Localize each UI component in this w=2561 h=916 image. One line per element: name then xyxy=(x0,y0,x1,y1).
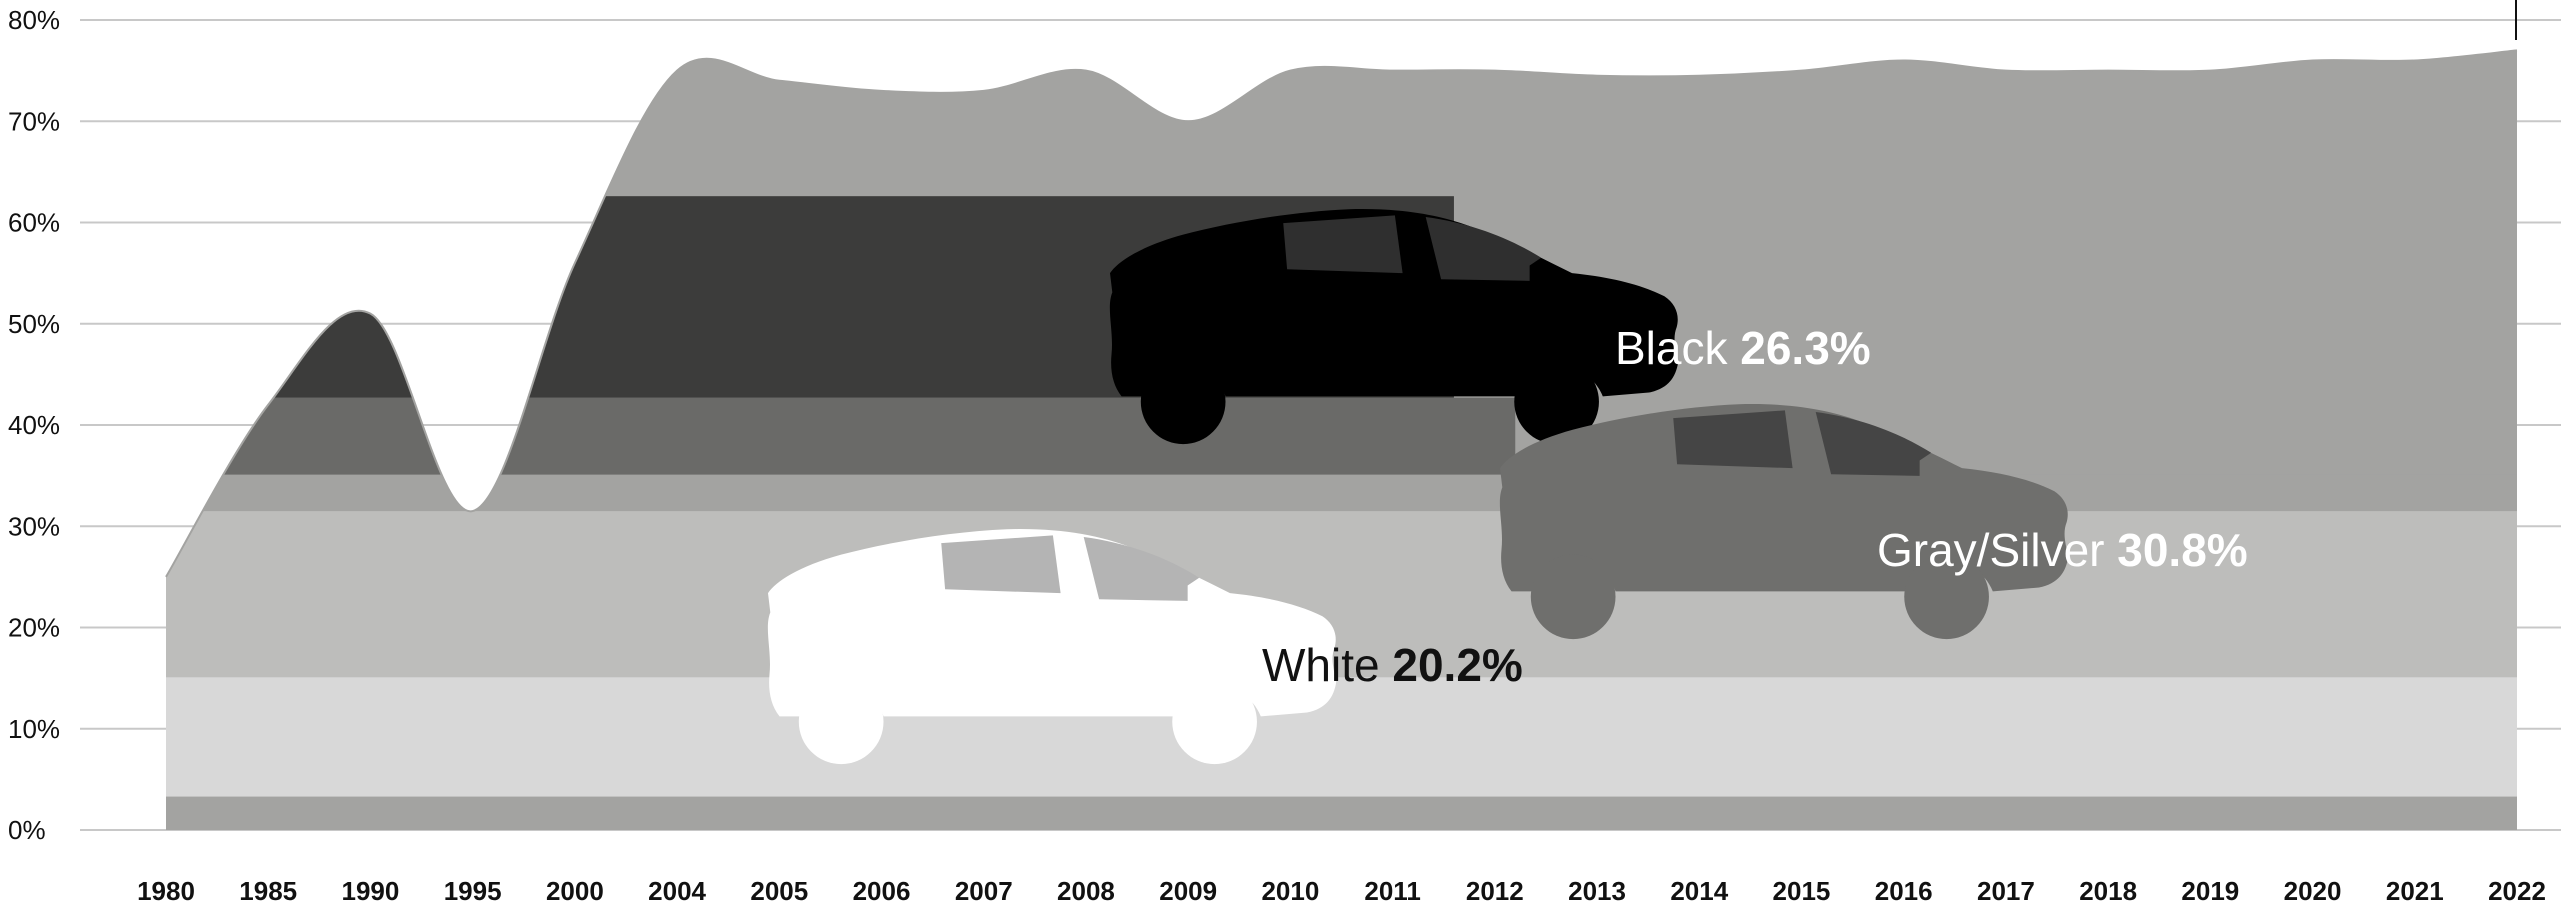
x-tick-label: 2019 xyxy=(2181,876,2239,906)
black-car-wheel xyxy=(1140,359,1226,445)
x-tick-label: 2004 xyxy=(648,876,706,906)
x-tick-label: 1985 xyxy=(239,876,297,906)
series-label-black: Black 26.3% xyxy=(1615,322,1871,374)
x-tick-label: 2021 xyxy=(2386,876,2444,906)
x-tick-label: 2009 xyxy=(1159,876,1217,906)
y-tick-label: 60% xyxy=(8,208,60,238)
series-name-space xyxy=(1380,639,1393,691)
series-value-white: 20.2% xyxy=(1392,639,1522,691)
x-tick-label: 2012 xyxy=(1466,876,1524,906)
black-car-wheel xyxy=(1514,359,1599,445)
black-car xyxy=(1109,209,1679,445)
car-layer xyxy=(767,209,2069,765)
x-tick-label: 2000 xyxy=(546,876,604,906)
y-tick-label: 30% xyxy=(8,511,60,541)
x-tick-label: 2020 xyxy=(2284,876,2342,906)
x-tick-label: 2008 xyxy=(1057,876,1115,906)
black-car-window xyxy=(1283,215,1403,274)
x-tick-label: 1980 xyxy=(137,876,195,906)
series-name-space xyxy=(1727,322,1740,374)
x-tick-label: 2016 xyxy=(1875,876,1933,906)
y-tick-label: 20% xyxy=(8,613,60,643)
x-tick-label: 2015 xyxy=(1773,876,1831,906)
x-tick-label: 1995 xyxy=(444,876,502,906)
total-share-line xyxy=(165,49,2518,578)
gray-silver-car-window xyxy=(1673,410,1793,469)
gray-silver-car-window xyxy=(1815,411,1932,476)
white-car xyxy=(767,529,1337,765)
y-tick-label: 70% xyxy=(8,106,60,136)
share-band xyxy=(166,474,2517,512)
series-name-gray-silver: Gray/Silver xyxy=(1877,524,2104,576)
y-tick-label: 10% xyxy=(8,714,60,744)
series-name-black: Black xyxy=(1615,322,1728,374)
x-tick-label: 2006 xyxy=(853,876,911,906)
share-band xyxy=(166,677,2517,797)
series-value-black: 26.3% xyxy=(1740,322,1870,374)
share-band xyxy=(166,397,1516,475)
x-tick-label: 2018 xyxy=(2079,876,2137,906)
x-tick-label: 1990 xyxy=(342,876,400,906)
series-label-gray-silver: Gray/Silver 30.8% xyxy=(1877,524,2248,576)
gray-silver-car xyxy=(1499,404,2069,640)
series-name-space xyxy=(2104,524,2117,576)
white-car-wheel xyxy=(1172,679,1257,765)
y-tick-label: 80% xyxy=(8,5,60,35)
y-tick-label: 50% xyxy=(8,309,60,339)
series-name-white: White xyxy=(1262,639,1380,691)
y-tick-label: 0% xyxy=(8,815,46,845)
share-band xyxy=(166,511,2517,678)
x-tick-label: 2007 xyxy=(955,876,1013,906)
area-layer xyxy=(165,49,2518,830)
label-layer: Black 26.3% Gray/Silver 30.8% White 20.2… xyxy=(1262,322,2248,691)
black-car-window xyxy=(1425,216,1542,281)
gray-silver-car-wheel xyxy=(1904,554,1989,640)
axis-layer: 0% 10% 20% 30% 40% 50% 60% 70% 80% 1980 1985 1990 19… xyxy=(8,0,2546,906)
gray-silver-car-wheel xyxy=(1530,554,1616,640)
series-label-white: White 20.2% xyxy=(1262,639,1523,691)
x-tick-label: 2013 xyxy=(1568,876,1626,906)
white-car-wheel xyxy=(798,679,884,765)
x-tick-label: 2005 xyxy=(750,876,808,906)
series-value-gray-silver: 30.8% xyxy=(2117,524,2247,576)
y-tick-label: 40% xyxy=(8,410,60,440)
x-tick-label: 2014 xyxy=(1670,876,1728,906)
white-car-window xyxy=(1083,536,1200,601)
x-tick-label: 2017 xyxy=(1977,876,2035,906)
x-tick-label: 2011 xyxy=(1364,876,1420,906)
x-tick-label: 2010 xyxy=(1261,876,1319,906)
x-tick-label: 2022 xyxy=(2488,876,2546,906)
white-car-window xyxy=(941,535,1061,594)
